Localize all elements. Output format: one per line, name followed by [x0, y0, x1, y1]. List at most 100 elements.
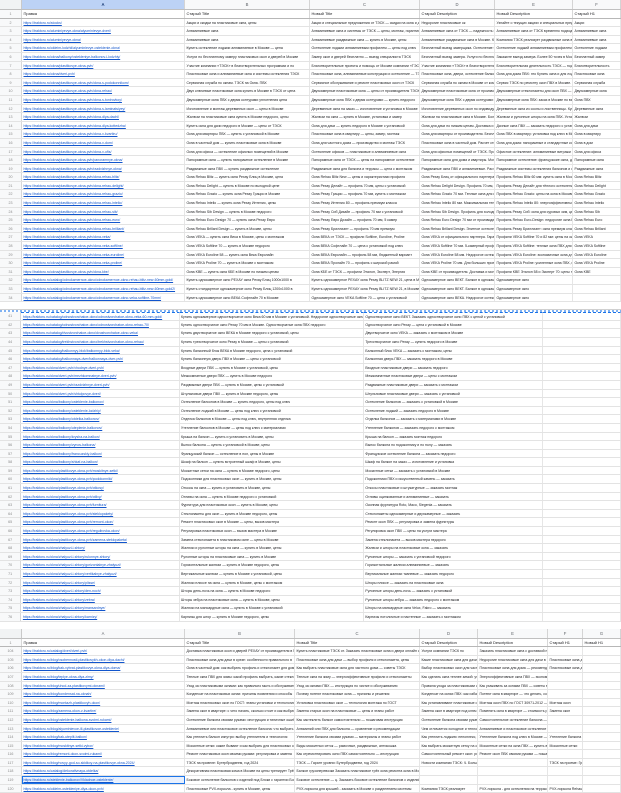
row-number[interactable]: 18 [0, 156, 22, 164]
cell-url-link[interactable]: https://traktoru.ru/okna/plastikovye-okn… [21, 509, 180, 518]
cell-url-link[interactable]: https://traktoru.ru/aluminiyevye-okna/al… [22, 27, 185, 35]
cell-url-link[interactable]: https://traktoru.ru/catalog/dekorativnay… [22, 767, 185, 776]
cell-url-link[interactable]: https://traktoru.ru/blog/moskitnye-setki… [22, 741, 185, 750]
cell-url-link[interactable]: https://traktoru.ru/catalog/dvustvorchat… [21, 329, 180, 337]
cell-url-link[interactable]: https://traktoru.ru/okna/plastikovye-okn… [21, 518, 180, 527]
cell-url-link[interactable]: https://traktoru.ru/blog/uhod-za-plastik… [22, 681, 185, 690]
cell-url-link[interactable]: https://traktoru.ru/okna/zhalyuzi-i-shto… [21, 561, 180, 569]
table-row[interactable]: 4 https://traktoru.ru/aluminiyevye-okna/А… [0, 35, 621, 45]
table-row[interactable]: 72 https://traktoru.ru/okna/zhalyuzi-i-sh… [0, 578, 621, 588]
cell-url-link[interactable]: https://traktoru.ru/okna/plastikovye-okn… [22, 164, 185, 173]
table-row[interactable]: 47 https://traktoru.ru/okna/dveri-pvh/vho… [0, 363, 621, 373]
row-number[interactable]: 43 [0, 329, 22, 337]
table-row[interactable]: 27 https://traktoru.ru/okna/plastikovye-o… [0, 233, 621, 243]
row-number[interactable]: 21 [0, 181, 22, 190]
cell-url-link[interactable]: https://traktoru.ru/blog/novyy-god-so-sk… [22, 758, 185, 767]
table-row[interactable]: 62 https://traktoru.ru/okna/plastikovye-o… [0, 492, 621, 502]
table-row[interactable]: 32 https://traktoru.ru/catalog/odnokamern… [0, 276, 621, 285]
table-row[interactable]: 70 https://traktoru.ru/okna/zhalyuzi-i-sh… [0, 561, 621, 570]
cell-url-link[interactable]: https://traktoru.ru/okleim-lodzhii/alyum… [22, 44, 185, 52]
row-number[interactable]: 16 [0, 138, 22, 147]
cell-url-link[interactable]: https://traktoru.ru/okna/zhalyuzi-i-shto… [21, 587, 180, 595]
table-row[interactable]: 16 https://traktoru.ru/okna/plastikovye-o… [0, 138, 621, 148]
cell-url-link[interactable]: https://traktoru.ru/blog/teplye-okna-dly… [22, 672, 185, 681]
table-row[interactable]: 104 https://traktoru.ru/catalog/dveri/dve… [0, 647, 621, 656]
column-header-e[interactable]: E [495, 0, 573, 9]
cell-url-link[interactable]: https://traktoru.ru/okleim-ostekleniye-d… [22, 784, 185, 793]
cell-url-link[interactable]: https://traktoru.ru/blog/osobennosti-pla… [22, 655, 185, 664]
row-number[interactable]: 6 [0, 52, 22, 61]
cell-url-link[interactable]: https://traktoru.ru/okna/plastikovye-okn… [22, 61, 185, 70]
column-header-a-bottom[interactable]: A [22, 628, 185, 638]
row-number[interactable]: 15 [0, 130, 22, 138]
row-number[interactable]: 2 [0, 18, 22, 27]
column-header-row-bottom[interactable]: A B C D E F G [0, 628, 621, 639]
row-number[interactable]: 60 [0, 475, 22, 484]
table-row[interactable]: 107 https://traktoru.ru/blog/teplye-okna-… [0, 672, 621, 682]
cell-url-link[interactable]: https://traktoru.ru/catalog/odnostvorcha… [21, 320, 180, 329]
cell-url-link[interactable]: https://traktoru.ru/catalog/odnostvorcha… [21, 312, 180, 320]
row-number[interactable]: 34 [0, 293, 22, 302]
table-row[interactable]: 46 https://traktoru.ru/catalog/balkonnaya… [0, 355, 621, 364]
row-number[interactable]: 52 [0, 406, 22, 415]
table-row[interactable]: 115 https://traktoru.ru/blog/moskitnye-se… [0, 741, 621, 751]
cell-url-link[interactable]: https://traktoru.ru/okna/balkony/uteplen… [21, 423, 180, 432]
table-row[interactable]: 28 https://traktoru.ru/okna/plastikovye-o… [0, 242, 621, 251]
row-number[interactable]: 25 [0, 216, 22, 224]
row-number[interactable]: 118 [0, 767, 22, 776]
table-row[interactable]: 34 https://traktoru.ru/catalog/odnokamern… [0, 293, 621, 303]
cell-url-link[interactable]: https://traktoru.ru/okna/plastikovye-okn… [22, 156, 185, 164]
table-row[interactable]: 25 https://traktoru.ru/okna/plastikovye-o… [0, 216, 621, 225]
cell-url-link[interactable]: https://traktoru.ru/okna/dveri-pvh/ [22, 70, 185, 78]
cell-url-link[interactable]: https://traktoru.ru/okna/zhalyuzi-i-shto… [21, 578, 180, 587]
row-number[interactable]: 33 [0, 285, 22, 293]
row-number[interactable]: 7 [0, 61, 22, 70]
row-number[interactable]: 61 [0, 484, 22, 492]
column-header-f-bottom[interactable]: F [548, 628, 583, 638]
row-number[interactable]: 32 [0, 276, 22, 284]
row-number[interactable]: 63 [0, 501, 22, 509]
spreadsheet-pane-middle[interactable]: 41 https://traktoru.ru/catalog/odnostvorc… [0, 309, 621, 622]
table-row[interactable]: 48 https://traktoru.ru/okna/dveri-pvh/mez… [0, 372, 621, 381]
column-header-c[interactable]: C [310, 0, 420, 9]
row-number[interactable]: 110 [0, 698, 22, 707]
cell-url-link[interactable]: https://traktoru.ru/catalog/odnokamernoe… [22, 293, 185, 302]
row-number[interactable]: 49 [0, 380, 22, 389]
cell-url-link[interactable]: https://traktoru.ru/okna/plastikovye-okn… [22, 207, 185, 216]
cell-url-link[interactable]: https://traktoru.ru/okna/plastikovye-okn… [21, 492, 180, 501]
cell-url-link[interactable]: https://traktoru.ru/catalog/odnokamernoe… [22, 285, 185, 293]
table-row[interactable]: 108 https://traktoru.ru/blog/uhod-za-plas… [0, 681, 621, 691]
cell-url-link[interactable]: https://traktoru.ru/aluminiyevye-okna/ [22, 35, 185, 44]
row-number[interactable]: 109 [0, 690, 22, 698]
row-number[interactable]: 112 [0, 715, 22, 724]
row-number[interactable]: 24 [0, 207, 22, 216]
table-row[interactable]: 9 https://traktoru.ru/okna/plastikovye-ok… [0, 78, 621, 88]
table-row[interactable]: 106 https://traktoru.ru/blog/kak-vybrat-p… [0, 664, 621, 673]
row-number[interactable]: 69 [0, 552, 22, 561]
spreadsheet-pane-top[interactable]: A B C D E F 1 Правка Старый Title Новый … [0, 0, 621, 303]
table-row[interactable]: 66 https://traktoru.ru/okna/plastikovye-o… [0, 527, 621, 536]
row-number[interactable]: 12 [0, 104, 22, 113]
row-number[interactable]: 14 [0, 121, 22, 130]
row-number[interactable]: 116 [0, 750, 22, 758]
cell-url-link[interactable]: https://traktoru.ru/okna/plastikovye-okn… [21, 466, 180, 475]
cell-url-link[interactable]: https://traktoru.ru/okna/plastikovye-okn… [22, 190, 185, 199]
cell-url-link[interactable]: https://traktoru.ru/okna/dveri-pvh/shtul… [21, 389, 180, 398]
table-row[interactable]: 76 https://traktoru.ru/okna/zhalyuzi-i-sh… [0, 612, 621, 622]
column-header-a[interactable]: A [22, 0, 185, 9]
column-header-row-top[interactable]: A B C D E F [0, 0, 621, 10]
cell-url-link[interactable]: https://traktoru.ru/okna/zhalyuzi-i-shto… [21, 612, 180, 621]
table-row[interactable]: 10 https://traktoru.ru/okna/plastikovye-o… [0, 87, 621, 96]
table-row[interactable]: 52 https://traktoru.ru/okna/balkony/ostek… [0, 406, 621, 416]
row-number[interactable]: 56 [0, 441, 22, 449]
table-row[interactable]: 65 https://traktoru.ru/okna/plastikovye-o… [0, 518, 621, 528]
table-row[interactable]: 75 https://traktoru.ru/okna/zhalyuzi-i-sh… [0, 604, 621, 613]
row-number[interactable]: 53 [0, 415, 22, 423]
row-number[interactable]: 3 [0, 27, 22, 35]
table-row[interactable]: 7 https://traktoru.ru/okna/plastikovye-ok… [0, 61, 621, 71]
table-row[interactable]: 118 https://traktoru.ru/catalog/dekorativ… [0, 767, 621, 777]
row-number[interactable]: 1 [0, 10, 22, 18]
table-row[interactable]: 2 https://traktoru.ru/stocks/Акции и скид… [0, 18, 621, 28]
table-row[interactable]: 26 https://traktoru.ru/okna/plastikovye-o… [0, 224, 621, 234]
cell-url-link[interactable]: https://traktoru.ru/okna/balkony/ostekle… [22, 52, 185, 61]
